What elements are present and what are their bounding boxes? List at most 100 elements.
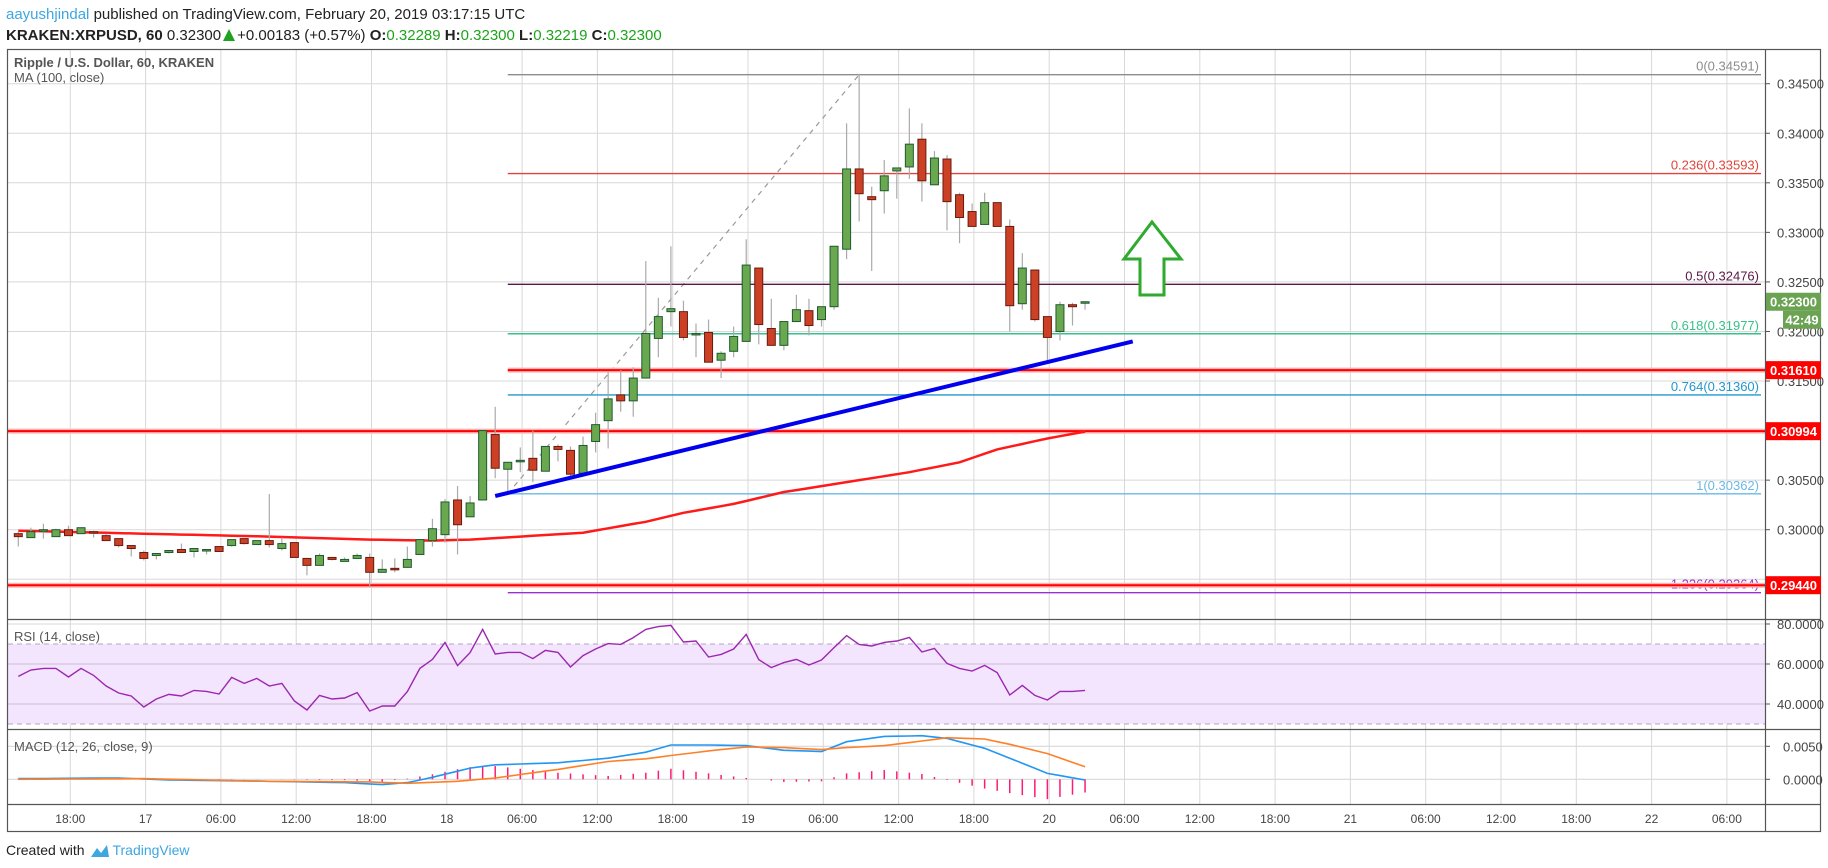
fib-retracement[interactable]: 0(0.34591) 0.236(0.33593) 0.5(0.32476) 0.61…: [507, 59, 1761, 594]
candle: [264, 494, 274, 548]
candle: [1005, 219, 1015, 332]
rsi-axis-label: 60.0000: [1777, 657, 1824, 672]
candle: [76, 527, 86, 535]
candle: [528, 430, 538, 483]
candle-body-down: [854, 168, 864, 195]
candle-body-up: [352, 554, 362, 559]
time-axis-label: 18:00: [1561, 812, 1591, 826]
candle: [967, 203, 977, 227]
candle-body-down: [139, 551, 149, 559]
candle: [390, 558, 400, 573]
candle-body-up: [879, 175, 889, 192]
candle-body-down: [528, 457, 538, 471]
trend-line[interactable]: [494, 339, 1134, 498]
candle-body-down: [390, 567, 400, 571]
candle: [942, 155, 952, 231]
candle: [540, 445, 550, 472]
line-price-label: 0.31610: [1770, 363, 1817, 378]
macd-legend[interactable]: MACD (12, 26, close, 9): [14, 739, 153, 754]
close-value: 0.32300: [607, 27, 662, 44]
candle-body-up: [591, 424, 601, 442]
candle-body-down: [490, 434, 500, 469]
candle-body-up: [603, 398, 613, 422]
candle-body-down: [992, 202, 1002, 227]
ma100-line: [18, 430, 1086, 542]
candle-body-up: [829, 245, 839, 308]
candle: [515, 447, 525, 473]
time-axis-label: 18: [440, 812, 454, 826]
candle-body-down: [1030, 269, 1040, 321]
axes[interactable]: 0.345000.340000.335000.330000.325000.320…: [55, 77, 1824, 826]
price-axis-label: 0.30000: [1777, 523, 1824, 538]
candle-body-up: [729, 335, 739, 352]
time-axis-label: 12:00: [582, 812, 612, 826]
candle-body-up: [842, 168, 852, 250]
candle: [214, 546, 224, 552]
rsi-axis-label: 80.0000: [1777, 617, 1824, 632]
macd-line: [18, 734, 1086, 786]
candle: [415, 539, 425, 555]
candle: [804, 298, 814, 336]
grid: [8, 50, 1765, 804]
candle: [340, 557, 350, 562]
candle-body-up: [1055, 304, 1065, 332]
candle-body-down: [867, 196, 877, 201]
candle: [402, 546, 412, 568]
symbol-info: KRAKEN:XRPUSD, 60 0.32300 +0.00183 (+0.57…: [6, 27, 662, 44]
up-triangle-icon: [223, 29, 236, 41]
chart-frame: [6, 48, 1822, 833]
candle-body-down: [126, 545, 136, 550]
candle-body-down: [1068, 304, 1077, 308]
up-arrow-icon[interactable]: [1120, 219, 1185, 297]
candle: [1055, 301, 1065, 341]
candle: [352, 553, 362, 559]
tradingview-logo-icon: [91, 845, 110, 857]
candle: [478, 430, 488, 501]
price-axis-label: 0.30500: [1777, 473, 1824, 488]
candle: [302, 557, 312, 576]
rsi-line: [17, 624, 1086, 712]
candle: [566, 446, 575, 477]
candle-body-down: [89, 531, 99, 534]
candle: [704, 319, 714, 363]
candle-body-up: [515, 459, 525, 463]
price-axis-label: 0.32500: [1777, 275, 1824, 290]
candle: [766, 298, 776, 346]
rsi-grid: [8, 623, 1765, 725]
high-value: 0.32300: [460, 27, 515, 44]
candle: [904, 108, 914, 179]
tradingview-brand[interactable]: TradingView: [112, 842, 190, 858]
candle-body-down: [967, 211, 977, 227]
candle-body-up: [377, 568, 387, 573]
candle: [591, 412, 601, 453]
fib-level-label: 0.236(0.33593): [1671, 158, 1759, 173]
candle-body-down: [101, 535, 111, 542]
candle: [779, 321, 789, 351]
time-axis-label: 19: [741, 812, 755, 826]
candle-body-down: [365, 556, 375, 573]
candle: [842, 123, 852, 260]
rsi-legend[interactable]: RSI (14, close): [14, 629, 100, 644]
candle: [892, 167, 902, 199]
candle-body-down: [766, 328, 776, 346]
candle: [628, 367, 638, 417]
low-value: 0.32219: [533, 27, 588, 44]
candle: [578, 436, 588, 474]
author-link[interactable]: aayushjindal: [6, 6, 90, 23]
candle-body-up: [1017, 267, 1027, 305]
candle-body-up: [540, 445, 550, 472]
time-axis-label: 18:00: [1260, 812, 1290, 826]
footer: Created with TradingView: [6, 842, 190, 858]
candle: [992, 202, 1002, 227]
candle-body-up: [817, 306, 826, 321]
candle-body-down: [176, 549, 186, 553]
ma-legend[interactable]: MA (100, close): [14, 70, 104, 85]
horizontal-lines[interactable]: [8, 367, 1765, 588]
candle: [51, 528, 61, 538]
candles: [13, 73, 1090, 588]
macd-axis-label: 0.0050: [1783, 739, 1823, 754]
publish-info: aayushjindal published on TradingView.co…: [6, 6, 525, 23]
price-axis-label: 0.33000: [1777, 225, 1824, 240]
time-axis-label: 18:00: [658, 812, 688, 826]
